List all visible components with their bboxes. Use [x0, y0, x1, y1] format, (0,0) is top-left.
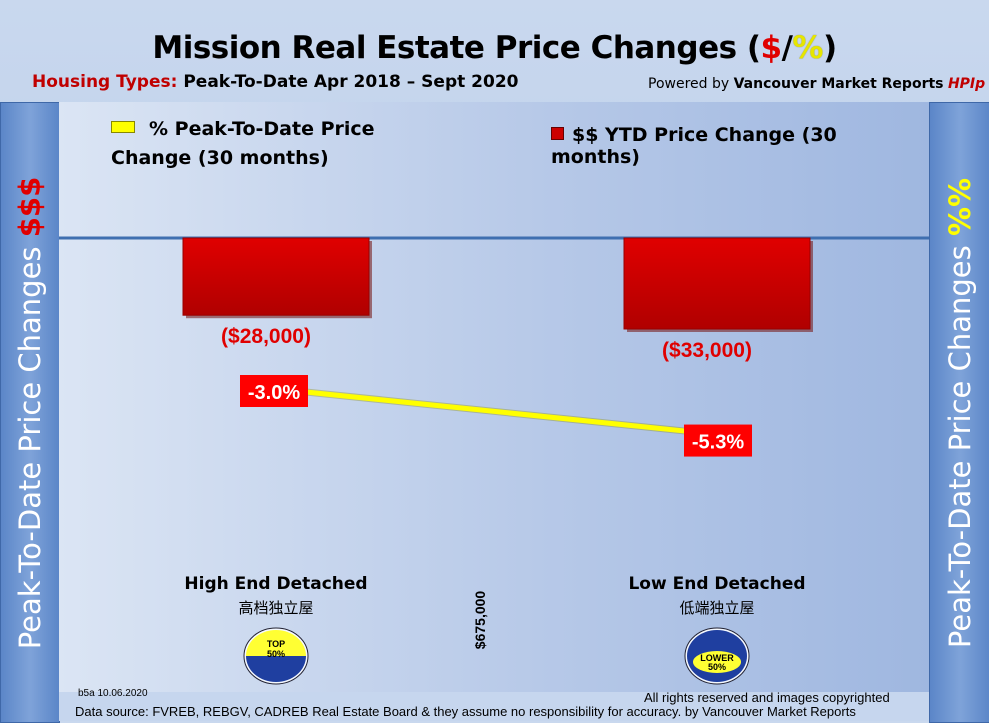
header: Mission Real Estate Price Changes ($/%) … [0, 0, 989, 100]
pct-value-label: -5.3% [692, 432, 744, 454]
right-axis-panel: Peak-To-Date Price Changes %% [929, 102, 989, 723]
pct-label-box [240, 375, 308, 407]
plot-area: % Peak-To-Date Price Change (30 months) … [59, 102, 929, 692]
footer-source: Data source: FVREB, REBGV, CADREB Real E… [75, 704, 856, 719]
pct-value-label: -3.0% [248, 382, 300, 404]
legend-dollar: $$ YTD Price Change (30 months) [551, 124, 837, 168]
badge-top-half [246, 630, 306, 656]
pct-line [305, 389, 691, 435]
chart-title: Mission Real Estate Price Changes ($/%) [152, 30, 837, 66]
bar-value-label: ($33,000) [662, 339, 752, 362]
legend-pct: % Peak-To-Date Price Change (30 months) [111, 118, 375, 169]
bar [623, 237, 811, 330]
badge-center [693, 651, 741, 673]
category-label: High End Detached [184, 574, 367, 594]
category-label: Low End Detached [628, 574, 805, 594]
category-sublabel: 高档独立屋 [238, 599, 313, 617]
powered-by: Powered by Vancouver Market Reports HPIp [648, 76, 986, 92]
footer-strip [59, 692, 929, 721]
badge-text-line1: LOWER [700, 653, 734, 663]
chart-subtitle: Housing Types: Peak-To-Date Apr 2018 – S… [32, 72, 519, 92]
footer-rights: All rights reserved and images copyright… [644, 690, 890, 705]
badge-bottom-half [246, 656, 306, 682]
price-divider-label: $675,000 [472, 591, 488, 650]
pct-label-box [684, 424, 752, 457]
footer-date: b5a 10.06.2020 [78, 688, 148, 699]
badge-text-line1: TOP [267, 639, 285, 649]
legend-dollar-swatch [551, 127, 564, 140]
category-sublabel: 低端独立屋 [679, 599, 754, 617]
badge-text-line2: 50% [267, 649, 285, 659]
badge-text-line2: 50% [708, 662, 726, 672]
bar [182, 237, 370, 316]
legend-pct-swatch [111, 120, 135, 133]
bar-value-label: ($28,000) [221, 325, 311, 348]
